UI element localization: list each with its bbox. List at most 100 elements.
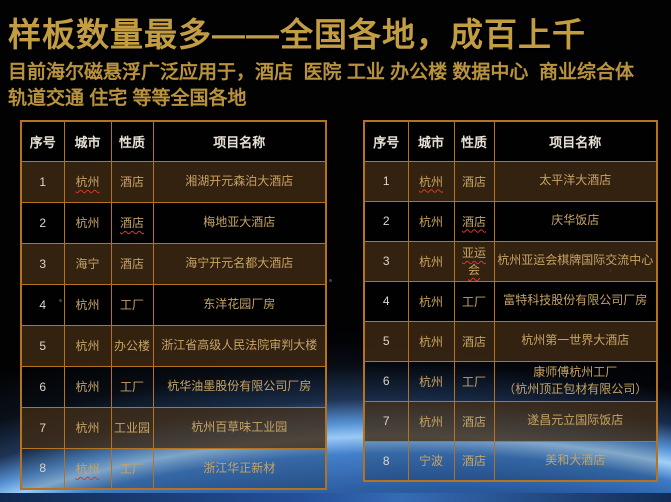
city-text: 杭州	[418, 334, 443, 349]
project-text: 美和大酒店	[545, 453, 606, 468]
table-header-row: 序号 城市 性质 项目名称	[363, 120, 658, 162]
city-cell: 杭州	[407, 160, 455, 202]
city-cell: 杭州	[63, 447, 112, 490]
header-city: 城市	[63, 120, 112, 162]
city-cell: 杭州	[407, 400, 455, 442]
project-cell: 浙江省高级人民法院审判大楼	[152, 324, 327, 367]
type-cell: 酒店	[453, 400, 495, 442]
no-cell: 3	[20, 242, 65, 285]
city-cell: 杭州	[407, 320, 455, 362]
type-text: 酒店	[461, 414, 486, 429]
city-text: 杭州	[75, 380, 100, 394]
header-project: 项目名称	[493, 120, 658, 162]
city-cell: 杭州	[63, 283, 112, 326]
project-cell: 杭华油墨股份有限公司厂房	[152, 365, 327, 408]
table-row: 1 杭州 酒店 湘湖开元森泊大酒店	[20, 160, 327, 203]
project-text: 太平洋大酒店	[539, 173, 612, 188]
table-row: 1 杭州 酒店 太平洋大酒店	[363, 160, 658, 202]
table-body-left: 1 杭州 酒店 湘湖开元森泊大酒店 2 杭州 酒店 梅地亚大酒店 3 海宁 酒店 海宁开元名都大酒店 4…	[20, 160, 327, 490]
project-text: 庆华饭店	[551, 213, 600, 228]
project-cell: 梅地亚大酒店	[152, 201, 327, 244]
type-text: 酒店	[461, 454, 486, 469]
city-text: 杭州	[75, 339, 100, 353]
no-cell: 5	[20, 324, 65, 367]
type-cell: 工厂	[110, 365, 154, 408]
subtitle: 目前海尔磁悬浮广泛应用于，酒店 医院 工业 办公楼 数据中心 商业综合体 轨道交通…	[8, 60, 634, 111]
table-row: 5 杭州 酒店 杭州第一世界大酒店	[363, 320, 658, 362]
project-text: 梅地亚大酒店	[203, 214, 276, 229]
type-cell: 酒店	[110, 242, 154, 285]
type-text: 亚运会	[461, 246, 486, 277]
no-text: 5	[39, 338, 47, 353]
type-cell: 酒店	[453, 160, 495, 202]
city-text: 杭州	[75, 175, 100, 189]
project-cell: 美和大酒店	[493, 440, 658, 482]
no-text: 8	[39, 461, 47, 476]
no-cell: 4	[20, 283, 65, 326]
type-cell: 工厂	[110, 283, 154, 326]
type-cell: 亚运会	[453, 240, 495, 282]
city-cell: 宁波	[407, 440, 455, 482]
header-project: 项目名称	[152, 120, 327, 162]
no-cell: 1	[20, 160, 65, 203]
type-text: 工厂	[119, 298, 144, 312]
project-text: 康师傅杭州工厂 （杭州顶正包材有限公司）	[503, 364, 648, 396]
no-text: 5	[382, 334, 390, 348]
type-cell: 酒店	[110, 160, 154, 203]
no-cell: 1	[363, 160, 409, 202]
city-cell: 杭州	[63, 365, 112, 408]
header-city: 城市	[407, 120, 455, 162]
project-text: 杭华油墨股份有限公司厂房	[167, 378, 312, 393]
no-cell: 7	[363, 400, 409, 442]
no-text: 8	[382, 453, 390, 468]
no-text: 1	[39, 174, 47, 189]
type-cell: 酒店	[453, 440, 495, 482]
table-row: 3 杭州 亚运会 杭州亚运会棋牌国际交流中心	[363, 240, 658, 282]
project-text: 海宁开元名都大酒店	[185, 255, 294, 270]
type-text: 酒店	[461, 214, 486, 229]
city-text: 杭州	[75, 421, 100, 435]
no-cell: 8	[20, 447, 65, 490]
project-cell: 浙江华正新材	[152, 447, 327, 490]
city-text: 宁波	[418, 454, 443, 469]
project-text: 富特科技股份有限公司厂房	[503, 293, 648, 308]
no-text: 4	[382, 294, 390, 308]
table-row: 7 杭州 工业园 杭州百草味工业园	[20, 406, 327, 449]
type-cell: 酒店	[110, 201, 154, 244]
table-row: 5 杭州 办公楼 浙江省高级人民法院审判大楼	[20, 324, 327, 367]
city-text: 杭州	[418, 294, 443, 309]
table-row: 7 杭州 酒店 遂昌元立国际饭店	[363, 400, 658, 442]
header-type: 性质	[110, 120, 154, 162]
project-cell: 富特科技股份有限公司厂房	[493, 280, 658, 322]
city-cell: 杭州	[407, 280, 455, 322]
projects-table-left: 序号 城市 性质 项目名称 1 杭州 酒店 湘湖开元森泊大酒店 2 杭州 酒店 梅地亚大酒店 3…	[20, 120, 327, 490]
stars-decoration	[0, 0, 1, 1]
city-text: 杭州	[75, 298, 100, 312]
project-text: 杭州亚运会棋牌国际交流中心	[497, 253, 654, 268]
type-text: 办公楼	[113, 339, 150, 353]
no-text: 3	[39, 256, 47, 271]
type-cell: 工厂	[110, 447, 154, 490]
table-header-row: 序号 城市 性质 项目名称	[20, 120, 327, 162]
header-type: 性质	[453, 120, 495, 162]
type-text: 工厂	[461, 294, 486, 309]
no-text: 6	[39, 379, 47, 394]
project-cell: 康师傅杭州工厂 （杭州顶正包材有限公司）	[493, 360, 658, 402]
city-text: 杭州	[75, 216, 100, 230]
no-text: 4	[39, 297, 47, 312]
table-row: 8 杭州 工厂 浙江华正新材	[20, 447, 327, 490]
type-cell: 酒店	[453, 200, 495, 242]
no-cell: 2	[20, 201, 65, 244]
city-cell: 海宁	[63, 242, 112, 285]
no-text: 2	[382, 214, 390, 228]
table-body-right: 1 杭州 酒店 太平洋大酒店 2 杭州 酒店 庆华饭店 3 杭州 亚运会 杭州亚运会棋牌国际交流中心 4…	[363, 160, 658, 482]
type-text: 酒店	[461, 174, 486, 189]
type-cell: 工业园	[110, 406, 154, 449]
no-text: 2	[39, 215, 47, 230]
subtitle-line-1: 目前海尔磁悬浮广泛应用于，酒店 医院 工业 办公楼 数据中心 商业综合体	[8, 62, 634, 83]
no-cell: 4	[363, 280, 409, 322]
no-text: 3	[382, 254, 390, 268]
project-text: 浙江省高级人民法院审判大楼	[161, 337, 318, 352]
no-cell: 6	[363, 360, 409, 402]
no-text: 1	[382, 174, 390, 188]
